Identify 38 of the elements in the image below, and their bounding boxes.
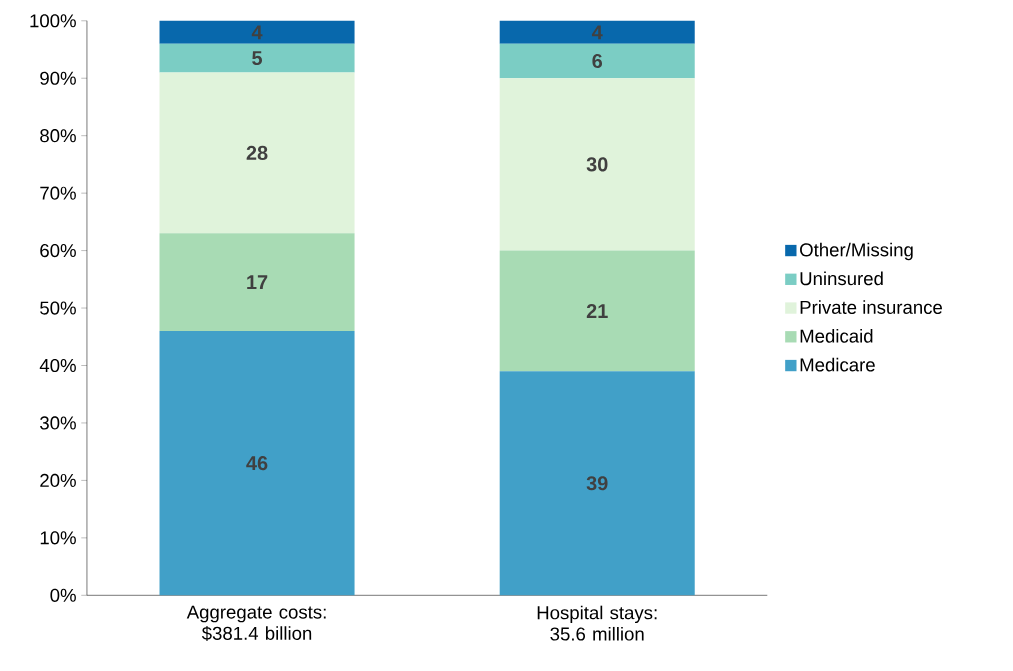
legend-label: Medicaid (800, 329, 873, 343)
data-label: 17 (247, 275, 268, 290)
bar (499, 43, 695, 79)
y-tick-label: 50% (40, 301, 76, 315)
y-tick-label: 80% (40, 129, 76, 143)
data-label: 4 (251, 25, 263, 40)
legend-label: Private insurance (800, 300, 942, 315)
data-label: 6 (592, 53, 603, 69)
data-label: 46 (246, 456, 268, 471)
data-label: 28 (246, 145, 268, 161)
data-label: 30 (586, 157, 608, 172)
y-tick-label: 0% (50, 588, 76, 602)
y-tick-label: 10% (40, 531, 76, 545)
y-tick-label: 90% (40, 71, 76, 85)
x-tick-label: Aggregate costs: $381.4 billion (186, 605, 326, 642)
y-tick-label: 40% (39, 358, 76, 373)
data-label: 5 (252, 51, 263, 66)
y-tick-label: 100% (30, 14, 76, 28)
y-tick-label: 20% (40, 473, 76, 488)
x-tick-label: Hospital stays: 35.6 million (537, 605, 657, 641)
bar (499, 371, 695, 596)
bar (499, 78, 695, 251)
bar (159, 43, 355, 73)
data-label: 21 (586, 304, 608, 318)
bar (159, 72, 355, 234)
bar (159, 331, 355, 596)
bar (159, 233, 355, 332)
legend-label: Medicare (800, 357, 875, 372)
bar (159, 20, 355, 44)
bar (499, 20, 695, 44)
y-tick-label: 60% (40, 244, 76, 258)
y-tick-label: 70% (40, 186, 76, 200)
legend-label: Uninsured (800, 271, 883, 286)
bar (499, 250, 695, 372)
data-label: 4 (591, 25, 603, 40)
y-tick-label: 30% (40, 416, 76, 430)
legend-label: Other/Missing (800, 242, 913, 261)
data-label: 39 (586, 476, 608, 491)
